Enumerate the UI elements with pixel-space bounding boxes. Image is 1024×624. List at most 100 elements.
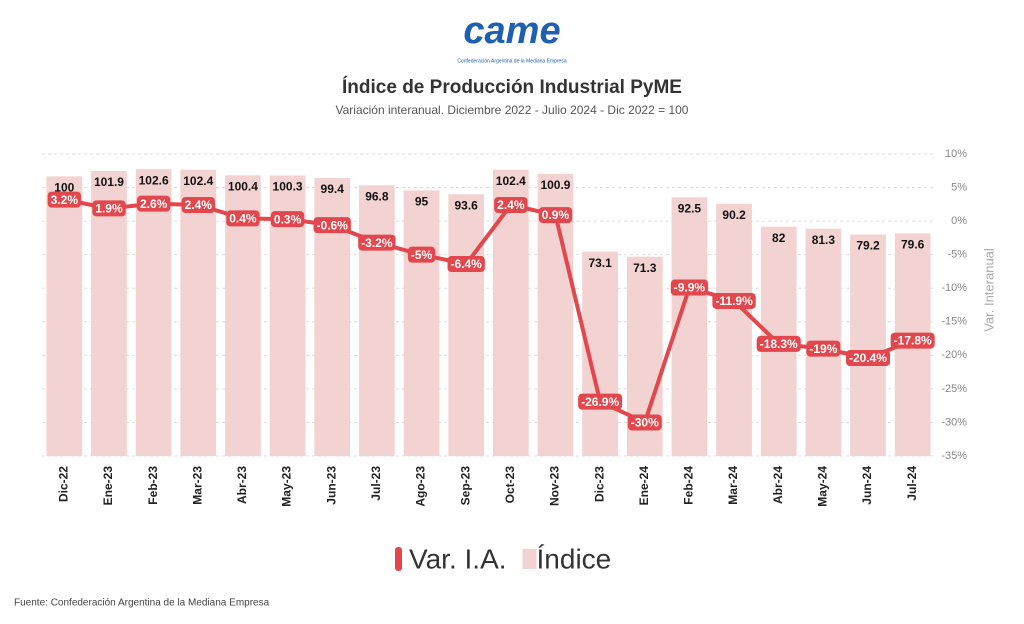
legend-label: Índice — [537, 543, 612, 574]
x-tick-label: Mar-24 — [726, 466, 740, 505]
bar — [403, 190, 440, 456]
x-tick-label: Sep-23 — [458, 466, 472, 506]
bar-value-label: 102.4 — [496, 174, 526, 188]
data-label: -20.4% — [849, 351, 887, 365]
x-tick-label: Feb-24 — [682, 466, 696, 505]
bar-value-label: 102.4 — [183, 174, 213, 188]
bar-value-label: 79.2 — [856, 239, 880, 253]
data-label: -30% — [631, 416, 659, 430]
chart-title: Índice de Producción Industrial PyME — [342, 76, 682, 98]
data-label-box — [538, 207, 573, 224]
data-label: -11.9% — [715, 294, 753, 308]
data-label-box — [670, 279, 709, 296]
data-label: -17.8% — [894, 334, 932, 348]
x-tick-label: Jun-23 — [324, 466, 338, 505]
data-label: -0.6% — [317, 218, 349, 232]
y2-axis-title: Var. Interanual — [981, 248, 996, 332]
data-label-box — [136, 195, 171, 212]
data-label-box — [890, 332, 935, 349]
x-tick-label: Abr-24 — [771, 466, 785, 504]
bar — [448, 194, 485, 456]
bar-value-label: 99.4 — [321, 182, 345, 196]
y2-tick-label: -15% — [941, 316, 967, 328]
data-label: -6.4% — [450, 257, 482, 271]
legend-marker — [395, 547, 402, 571]
bar-value-label: 95 — [415, 195, 429, 209]
data-label-box — [627, 414, 662, 431]
bar-value-label: 92.5 — [678, 202, 702, 216]
bar — [359, 185, 395, 456]
bar — [46, 176, 83, 457]
source: Fuente: Confederación Argentina de la Me… — [14, 598, 270, 609]
x-tick-label: Ene-24 — [637, 466, 651, 506]
x-tick-label: Dic-22 — [56, 466, 70, 502]
data-label: 2.6% — [140, 197, 168, 211]
chart-subtitle: Variación interanual. Diciembre 2022 - J… — [336, 103, 689, 117]
data-label-box — [578, 393, 623, 410]
bar-value-label: 100.3 — [273, 180, 303, 194]
y2-tick-label: -20% — [941, 349, 967, 361]
data-label-box — [181, 197, 215, 214]
x-tick-label: Jul-23 — [369, 466, 383, 501]
data-label-box — [313, 217, 351, 234]
x-tick-label: Abr-23 — [235, 466, 249, 504]
x-tick-label: Jun-24 — [860, 466, 874, 505]
legend-marker — [522, 549, 537, 569]
data-label: 2.4% — [185, 198, 213, 212]
data-label-box — [447, 256, 485, 273]
data-label: 3.2% — [51, 193, 79, 207]
data-label: -3.2% — [361, 236, 393, 250]
y2-tick-label: 5% — [951, 181, 967, 193]
x-tick-label: Ene-23 — [101, 466, 115, 506]
bar-value-label: 100 — [54, 181, 74, 195]
bar — [91, 171, 127, 456]
data-label-box — [712, 292, 756, 309]
legend-label: Var. I.A. — [409, 543, 507, 574]
y2-tick-label: -10% — [941, 282, 967, 294]
bar-value-label: 79.6 — [901, 238, 925, 252]
data-label: -9.9% — [674, 281, 706, 295]
bar — [180, 169, 217, 457]
logo-caption: Confederación Argentina de la Mediana Em… — [457, 58, 566, 64]
x-tick-label: May-23 — [280, 466, 294, 507]
x-tick-label: Oct-23 — [503, 466, 517, 504]
data-label-box — [407, 246, 436, 263]
logo: came — [463, 10, 560, 52]
bar-value-label: 71.3 — [633, 261, 657, 275]
x-tick-label: Nov-23 — [548, 466, 562, 506]
bar — [716, 203, 752, 456]
bar-value-label: 100.9 — [540, 178, 570, 192]
data-label-box — [494, 197, 528, 214]
bar-value-label: 93.6 — [454, 198, 478, 212]
data-label-box — [226, 210, 260, 227]
data-label: -18.3% — [760, 337, 798, 351]
data-label-box — [846, 350, 891, 367]
data-label-box — [806, 340, 841, 357]
bar-value-label: 90.2 — [722, 208, 746, 222]
data-label: 0.3% — [274, 212, 302, 226]
x-tick-label: Feb-23 — [146, 466, 160, 505]
bar-value-label: 102.6 — [139, 173, 169, 187]
bar-value-label: 100.4 — [228, 179, 258, 193]
x-tick-label: Mar-23 — [190, 466, 204, 505]
bar-value-label: 73.1 — [588, 256, 612, 270]
data-label: -19% — [809, 342, 837, 356]
data-label: 1.9% — [95, 202, 123, 216]
data-label: 0.9% — [542, 208, 570, 222]
x-tick-label: Ago-23 — [414, 466, 428, 507]
y2-tick-label: 0% — [951, 215, 967, 227]
x-tick-label: May-24 — [816, 466, 830, 507]
data-label: 2.4% — [497, 198, 525, 212]
y2-tick-label: -35% — [941, 450, 967, 462]
data-label-box — [47, 191, 82, 208]
y2-tick-label: -25% — [941, 383, 967, 395]
data-label-box — [358, 234, 396, 251]
bar-value-label: 96.8 — [365, 189, 389, 203]
data-label: 0.4% — [229, 212, 257, 226]
bar — [492, 169, 529, 457]
data-label-box — [270, 211, 305, 228]
x-tick-label: Dic-23 — [592, 466, 606, 502]
bar-value-label: 81.3 — [812, 233, 836, 247]
y2-tick-label: -30% — [941, 416, 967, 428]
